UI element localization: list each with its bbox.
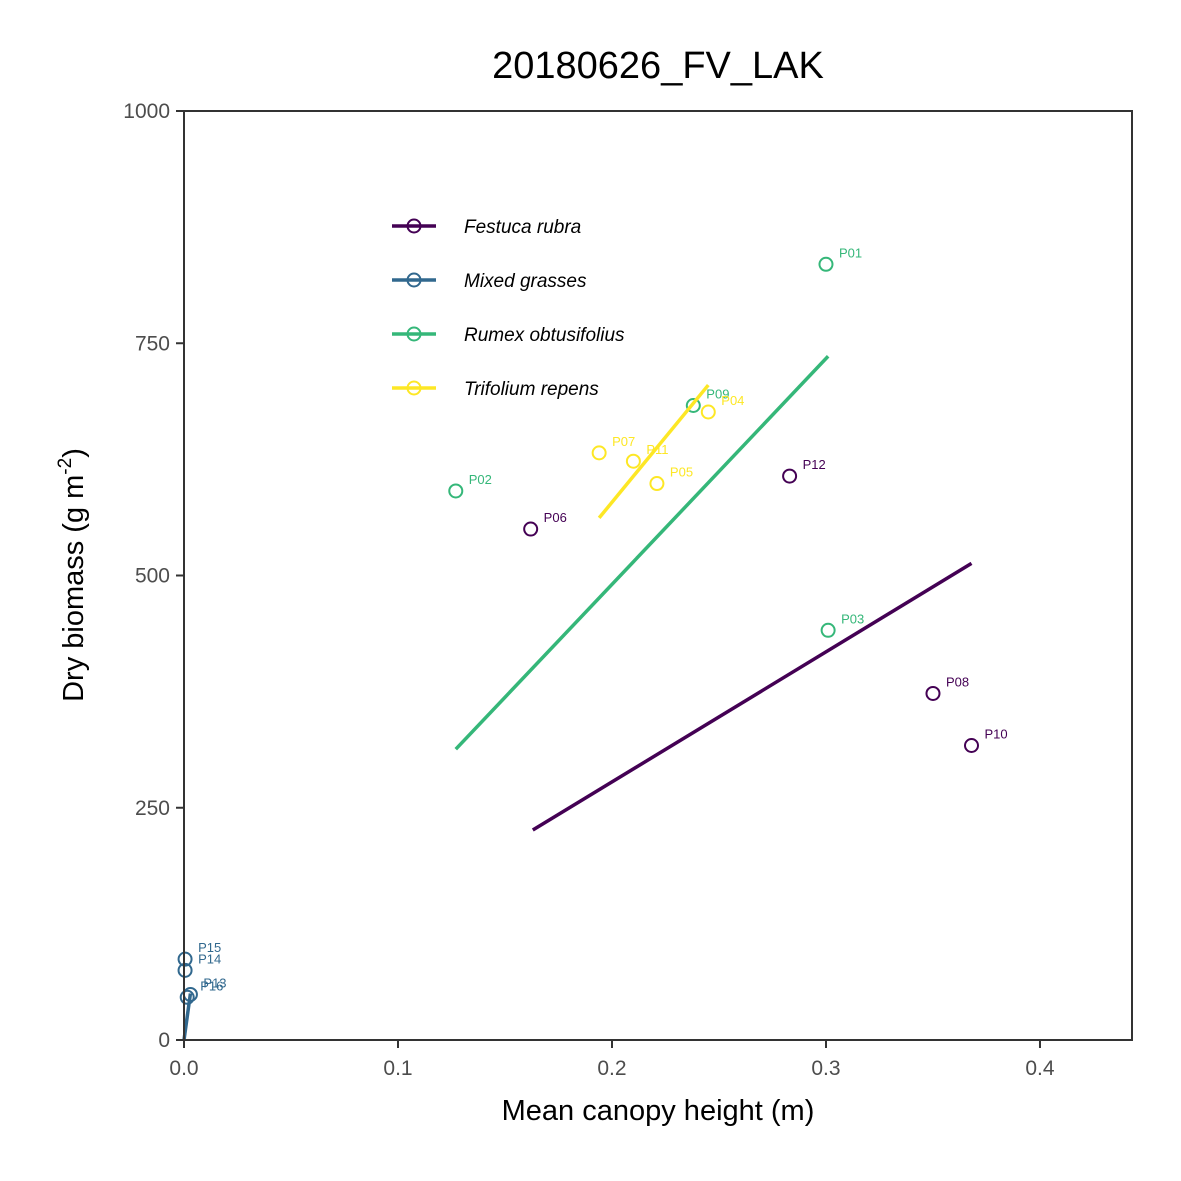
- data-point: [177, 962, 193, 978]
- data-point: [700, 404, 716, 420]
- chart-title: 20180626_FV_LAK: [492, 45, 824, 87]
- legend-key-point: [406, 272, 422, 288]
- data-point: [820, 622, 836, 638]
- legend-item: Festuca rubra: [392, 217, 581, 238]
- y-axis-title: Dry biomass (g m-2): [55, 448, 90, 702]
- data-point: [685, 397, 701, 413]
- x-tick-label: 0.1: [383, 1057, 412, 1080]
- legend-item: Rumex obtusifolius: [392, 325, 625, 346]
- y-tick-label: 750: [135, 332, 170, 355]
- y-tick-label: 250: [135, 797, 170, 820]
- legend-key-point: [406, 380, 422, 396]
- legend: Festuca rubra Mixed grasses Rumex obtusifo…: [392, 217, 625, 400]
- fit-line-trifolium-repens: [597, 383, 710, 520]
- point-label: P03: [841, 611, 864, 626]
- data-point: [818, 256, 834, 272]
- point-label: P16: [200, 978, 223, 993]
- legend-label: Mixed grasses: [464, 271, 587, 292]
- point-label: P08: [946, 674, 969, 689]
- series-rumex-obtusifolius: P01 P09 P02 P03: [448, 245, 864, 751]
- point-label: P05: [670, 465, 693, 480]
- plot-panel-border: [183, 110, 1133, 1041]
- x-tick-label: 0.2: [597, 1057, 626, 1080]
- data-point: [964, 738, 980, 754]
- point-label: P07: [612, 434, 635, 449]
- data-point: [782, 468, 798, 484]
- series-festuca-rubra: P06 P12 P08 P10: [523, 457, 1008, 832]
- fit-line-festuca-rubra: [531, 561, 973, 832]
- x-tick-label: 0.0: [169, 1057, 198, 1080]
- data-point: [925, 685, 941, 701]
- data-point: [625, 453, 641, 469]
- data-point: [591, 445, 607, 461]
- data-point: [177, 951, 193, 967]
- point-label: P02: [469, 472, 492, 487]
- point-label: P12: [803, 457, 826, 472]
- point-label: P10: [985, 727, 1008, 742]
- x-tick-label: 0.3: [811, 1057, 840, 1080]
- legend-item: Mixed grasses: [392, 271, 587, 292]
- point-label: P13: [203, 975, 226, 990]
- legend-label: Trifolium repens: [464, 379, 599, 400]
- legend-key-point: [406, 218, 422, 234]
- point-label: P11: [646, 442, 668, 457]
- y-tick-label: 1000: [123, 100, 170, 123]
- data-point: [523, 521, 539, 537]
- point-label: P15: [198, 940, 221, 955]
- point-label: P04: [721, 393, 744, 408]
- point-label: P09: [706, 386, 729, 401]
- data-point: [448, 483, 464, 499]
- legend-label: Rumex obtusifolius: [464, 325, 625, 346]
- y-tick-label: 500: [135, 565, 170, 588]
- legend-key-point: [406, 326, 422, 342]
- point-label: P14: [198, 951, 221, 966]
- data-point: [649, 476, 665, 492]
- point-label: P01: [839, 245, 862, 260]
- x-axis-title: Mean canopy height (m): [502, 1095, 815, 1127]
- y-tick-label: 0: [158, 1029, 170, 1052]
- fit-line-rumex-obtusifolius: [454, 355, 830, 751]
- data-point: [179, 989, 195, 1005]
- point-label: P06: [544, 510, 567, 525]
- legend-item: Trifolium repens: [392, 379, 599, 400]
- x-tick-label: 0.4: [1025, 1057, 1055, 1080]
- legend-label: Festuca rubra: [464, 217, 581, 238]
